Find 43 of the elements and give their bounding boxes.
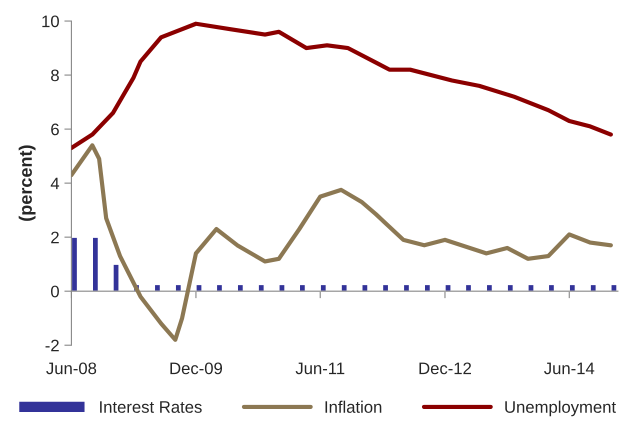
bar — [361, 284, 369, 292]
bar — [320, 284, 328, 292]
bar — [486, 284, 494, 292]
bar — [258, 284, 266, 292]
line-series — [71, 143, 613, 342]
bar — [154, 284, 162, 292]
y-tick-label: 4 — [50, 178, 60, 190]
bar — [174, 284, 182, 292]
bar — [610, 284, 618, 292]
y-tick-label: 10 — [42, 15, 59, 28]
bar — [92, 236, 100, 292]
y-axis-title: (percent) — [18, 145, 36, 221]
bar — [112, 263, 120, 292]
bar — [464, 284, 472, 292]
bar — [216, 284, 224, 292]
x-tick-label: Dec-09 — [170, 362, 222, 374]
bar — [527, 284, 535, 292]
x-tick-label: Jun-14 — [544, 362, 594, 374]
bar — [506, 284, 514, 292]
bar — [402, 284, 410, 292]
bar — [340, 284, 348, 292]
legend-label: Interest Rates — [100, 401, 202, 413]
y-tick-label: 8 — [51, 69, 59, 82]
x-tick-label: Dec-12 — [419, 362, 472, 374]
y-tick-label: 2 — [51, 232, 59, 244]
bar — [444, 284, 452, 292]
bar — [298, 284, 306, 292]
legend-label: Inflation — [326, 400, 382, 413]
bar — [548, 284, 556, 292]
bar — [382, 284, 390, 292]
bar — [278, 284, 286, 292]
bar — [236, 284, 244, 292]
line-series — [71, 22, 613, 150]
y-tick-label: 6 — [51, 124, 59, 136]
x-tick-label: Jun-08 — [46, 362, 96, 374]
bar — [589, 284, 598, 292]
bar — [424, 284, 432, 292]
legend-label: Unemployment — [505, 400, 616, 416]
y-tick-label: -2 — [46, 340, 59, 352]
bar — [195, 284, 203, 292]
x-tick-label: Jun-11 — [296, 362, 344, 374]
bar — [568, 284, 576, 292]
y-tick-label: 0 — [50, 286, 59, 298]
